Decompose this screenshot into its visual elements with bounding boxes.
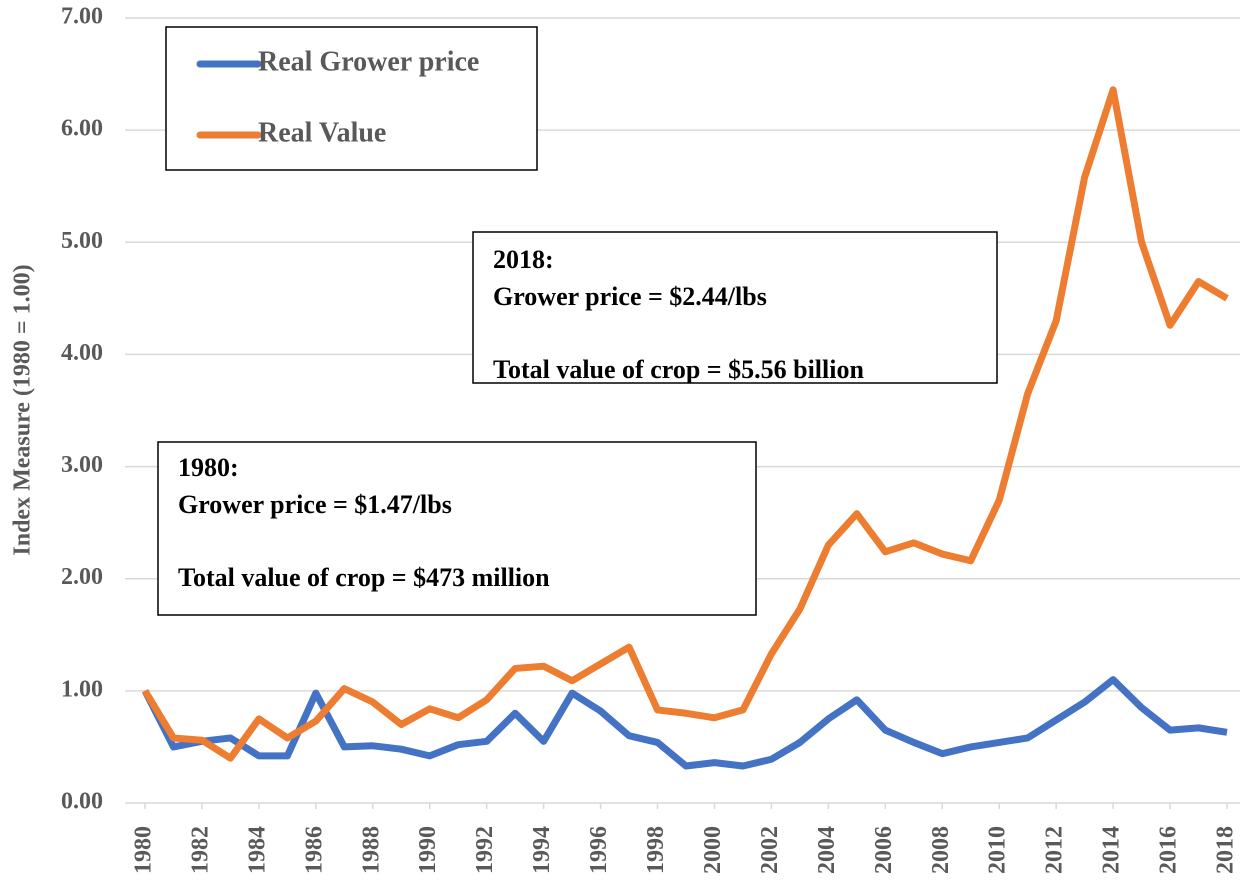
legend-box	[165, 26, 538, 171]
x-tick-label: 2008	[928, 826, 954, 874]
annotation-text: 2018:	[493, 245, 554, 274]
x-tick-label: 2012	[1042, 826, 1068, 874]
y-tick-label: 5.00	[61, 228, 103, 254]
x-tick-label: 2010	[985, 826, 1011, 874]
legend-label: Real Grower price	[258, 46, 479, 77]
y-axis-label: Index Measure (1980 = 1.00)	[10, 264, 36, 555]
y-tick-label: 2.00	[61, 564, 103, 590]
x-tick-label: 2000	[700, 826, 726, 874]
x-tick-label: 2002	[757, 826, 783, 874]
x-tick-label: 1986	[301, 826, 327, 874]
x-tick-label: 1984	[244, 826, 270, 874]
legend-label: Real Value	[258, 117, 386, 148]
y-tick-label: 6.00	[61, 116, 103, 142]
y-tick-label: 7.00	[61, 4, 103, 30]
x-tick-label: 1994	[529, 826, 555, 874]
x-tick-label: 1988	[358, 826, 384, 874]
y-tick-label: 0.00	[61, 789, 103, 815]
annotation-text: Grower price = $1.47/lbs	[178, 490, 452, 519]
x-tick-label: 2014	[1099, 826, 1125, 874]
x-tick-label: 1982	[187, 826, 213, 874]
annotation-text: Total value of crop = $473 million	[178, 563, 550, 592]
y-tick-label: 1.00	[61, 676, 103, 702]
y-tick-label: 3.00	[61, 452, 103, 478]
series-line	[142, 86, 1229, 762]
x-tick-label: 2016	[1156, 826, 1182, 874]
x-tick-label: 1992	[472, 826, 498, 874]
annotation-box	[472, 231, 998, 384]
x-tick-label: 2018	[1213, 826, 1239, 874]
x-tick-label: 2006	[871, 826, 897, 874]
x-tick-label: 1998	[643, 826, 669, 874]
annotation-text: Total value of crop = $5.56 billion	[493, 355, 864, 384]
x-tick-label: 1990	[415, 826, 441, 874]
annotation-text: Grower price = $2.44/lbs	[493, 282, 767, 311]
x-tick-label: 1980	[131, 826, 157, 874]
x-tick-label: 2004	[814, 826, 840, 874]
y-tick-label: 4.00	[61, 340, 103, 366]
annotation-text: 1980:	[178, 453, 239, 482]
x-tick-label: 1996	[586, 826, 612, 874]
annotation-box	[157, 441, 757, 616]
